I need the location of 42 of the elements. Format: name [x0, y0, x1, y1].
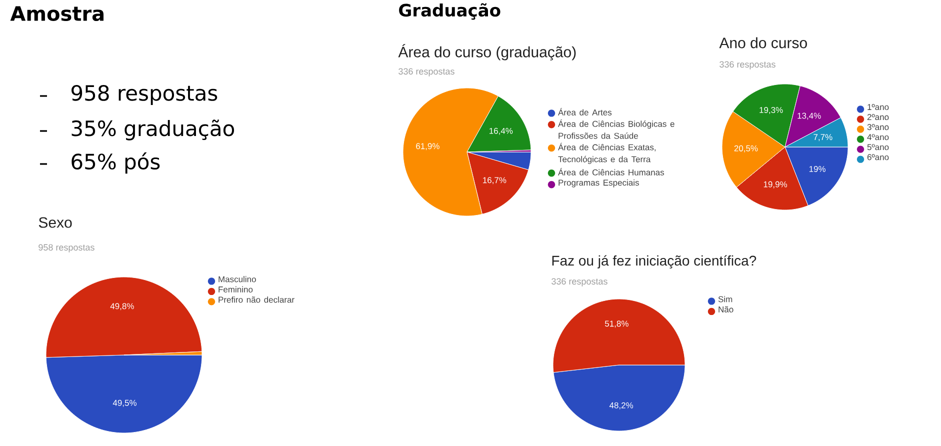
legend-label: Área de Ciências Exatas, Tecnológicas e da Terra	[558, 142, 656, 164]
chart-subtitle: 336 respostas	[398, 68, 454, 76]
data-label: 16,4%	[489, 128, 513, 135]
data-label: 7,7%	[814, 134, 832, 142]
data-label: 19,9%	[764, 181, 788, 188]
chart-title: Sexo	[38, 217, 72, 228]
chart-title: Área do curso (graduação)	[398, 44, 576, 60]
data-label: 49,5%	[112, 400, 136, 407]
data-label: 19%	[809, 166, 826, 172]
legend-label: Área de Artes	[558, 108, 612, 116]
text: 958 respostas	[72, 85, 218, 105]
data-label: 61,9%	[416, 143, 440, 150]
text: Amostra	[10, 6, 104, 22]
legend-label: 3ºano	[867, 124, 889, 130]
data-label: 20,5%	[734, 145, 758, 152]
legend-label: Feminino	[218, 286, 253, 292]
chart-title: Faz ou já fez iniciação científica?	[552, 255, 756, 268]
legend-label: 1ºano	[868, 104, 889, 110]
chart-title: Ano do curso	[719, 37, 807, 48]
legend-label: Área de Ciências Biológicas e Profissões da Saúde	[558, 119, 674, 139]
text: 65% pós	[72, 152, 160, 174]
data-label: 16,7%	[483, 177, 506, 184]
data-label: 13,4%	[798, 112, 821, 120]
legend-label: Sim	[718, 296, 732, 302]
data-label: 51,8%	[604, 320, 628, 328]
legend-label: 5ºano	[867, 144, 889, 150]
legend-label: 4ºano	[867, 134, 889, 140]
legend-label: 6ºano	[867, 154, 889, 160]
legend-label: Prefiro não declarar	[218, 296, 294, 303]
legend-label: 2ºano	[867, 114, 889, 120]
legend-label: Masculino	[218, 276, 256, 282]
text: 35% graduação	[72, 120, 234, 140]
text: Graduação	[399, 3, 500, 20]
legend-label: Área de Ciências Humanas	[558, 168, 664, 176]
legend-label: Não	[718, 306, 734, 312]
data-label: 48,2%	[609, 402, 634, 410]
chart-subtitle: 336 respostas	[720, 61, 776, 70]
data-label: 19,3%	[760, 107, 783, 114]
chart-subtitle: 958 respostas	[38, 244, 94, 252]
legend-label: Programas Especiais	[558, 179, 639, 188]
data-label: 49,8%	[110, 303, 134, 310]
chart-subtitle: 336 respostas	[552, 278, 608, 286]
